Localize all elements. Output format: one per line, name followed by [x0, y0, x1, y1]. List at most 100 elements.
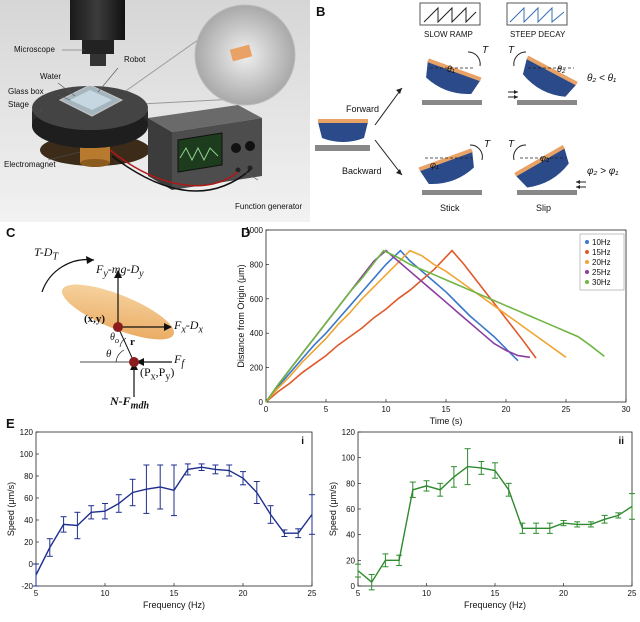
robot-center: [315, 119, 370, 151]
x-tick-label: 10: [382, 405, 391, 414]
ff-text: F: [174, 352, 182, 366]
fy-sub: y: [103, 268, 108, 280]
zoom-bubble: [119, 4, 296, 106]
y-tick-label: 20: [346, 556, 355, 565]
x-tick-label: 20: [559, 589, 568, 598]
y-tick-label: 600: [250, 295, 264, 304]
microscope-label: Microscope: [14, 45, 55, 54]
y-tick-label: 100: [342, 454, 356, 463]
force-diagram: [41, 256, 174, 397]
x-tick-label: 10: [422, 589, 431, 598]
torque-force-label: T-DT: [34, 245, 58, 262]
y-tick-label: 1000: [245, 226, 263, 235]
y-tick-label: 120: [20, 428, 34, 437]
y-axis-label: Distance from Origin (μm): [236, 264, 246, 367]
y-tick-label: 60: [346, 505, 355, 514]
slip-label: Slip: [536, 203, 552, 213]
y-tick-label: -20: [21, 582, 33, 591]
mechanism-diagram: [315, 2, 586, 195]
y-tick-label: 60: [24, 494, 33, 503]
subplot-label: i: [301, 436, 304, 447]
robot-label: Robot: [124, 55, 146, 64]
torque-label-forward-stick: T: [482, 45, 489, 56]
backward-stick: [418, 144, 483, 195]
legend-marker-10Hz: [585, 240, 589, 244]
phi2-label: φ₂: [540, 153, 550, 163]
steep-decay-waveform: [506, 2, 568, 26]
panel-letter-c: C: [6, 225, 16, 240]
legend-marker-15Hz: [585, 250, 589, 254]
backward-inequality: φ₂ > φ₁: [587, 166, 619, 177]
function-generator-shape: [148, 105, 262, 190]
x-tick-label: 20: [502, 405, 511, 414]
y-axis-label: Speed (μm/s): [6, 482, 16, 536]
legend-label-30Hz: 30Hz: [592, 278, 611, 287]
theta1-label: θ₁: [447, 64, 455, 74]
legend-label-10Hz: 10Hz: [592, 238, 611, 247]
stick-label: Stick: [440, 203, 460, 213]
torque-label-backward-slip: T: [508, 139, 515, 150]
series-line-15Hz: [265, 249, 537, 403]
x-axis-label: Time (s): [430, 416, 463, 426]
x-tick-label: 15: [491, 589, 500, 598]
x-tick-label: 25: [562, 405, 571, 414]
y-tick-label: 0: [29, 560, 34, 569]
x-tick-label: 5: [356, 589, 361, 598]
slow-ramp-waveform: [419, 2, 481, 26]
forward-label: Forward: [346, 104, 380, 114]
contact-point-label: (Px,Py): [140, 365, 174, 382]
forward-slip: [508, 51, 578, 105]
steep-decay-label: STEEP DECAY: [510, 30, 566, 39]
theta-o-label: θo: [110, 332, 119, 345]
x-tick-label: 25: [308, 589, 317, 598]
y-tick-label: 200: [250, 364, 264, 373]
fx-force-label: Fx-Dx: [174, 318, 203, 335]
forward-inequality: θ₂ < θ₁: [587, 73, 617, 84]
p-sub-x: x: [150, 371, 156, 383]
theta-label: θ: [106, 348, 112, 360]
x-axis-label: Frequency (Hz): [143, 600, 205, 610]
phi1-label: φ₁: [430, 160, 439, 170]
p-comma: ,P: [155, 365, 166, 379]
r-label: r: [130, 336, 135, 348]
x-tick-label: 15: [170, 589, 179, 598]
series-line-30Hz: [265, 249, 605, 403]
legend-label-15Hz: 15Hz: [592, 248, 611, 257]
p-sub-y: y: [165, 371, 171, 383]
fx-rest-text: -D: [185, 318, 199, 332]
y-tick-label: 800: [250, 260, 264, 269]
x-tick-label: 0: [264, 405, 269, 414]
setup-illustration: [0, 0, 310, 222]
torque-text: T-D: [34, 245, 53, 259]
backward-slip: [513, 144, 586, 195]
microscope-shape: [70, 0, 125, 66]
fx-sub: x: [181, 324, 186, 336]
panel-letter-e: E: [6, 416, 15, 431]
x-tick-label: 25: [628, 589, 637, 598]
torque-label-backward-stick: T: [484, 139, 491, 150]
y-tick-label: 400: [250, 329, 264, 338]
xy-label: (x,y): [84, 313, 106, 325]
series-line-20Hz: [265, 249, 567, 403]
backward-label: Backward: [342, 166, 382, 176]
function-generator-label: Function generator: [235, 202, 303, 211]
fx-rest-sub: x: [198, 324, 203, 336]
theta-o-sub: o: [114, 336, 120, 345]
torque-label-forward-slip: T: [508, 45, 515, 56]
x-tick-label: 5: [324, 405, 329, 414]
x-tick-label: 10: [101, 589, 110, 598]
y-tick-label: 0: [259, 398, 264, 407]
y-tick-label: 80: [346, 479, 355, 488]
speed-frequency-chart-i: 5 10 15 20 25 -20 0 20 40 60 80 100 120 Frequency (Hz…: [6, 428, 317, 610]
panel-letter-b: B: [316, 4, 326, 19]
forward-stick: [422, 51, 482, 105]
fx-text: F: [174, 318, 182, 332]
y-axis-label: Speed (μm/s): [328, 482, 338, 536]
stage-label: Stage: [8, 100, 29, 109]
y-tick-label: 20: [24, 538, 33, 547]
center-point: [113, 322, 123, 332]
p-close: ): [170, 365, 175, 379]
n-sub: mdh: [130, 400, 150, 412]
slow-ramp-label: SLOW RAMP: [424, 30, 473, 39]
theta-o-text: θ: [110, 332, 115, 343]
